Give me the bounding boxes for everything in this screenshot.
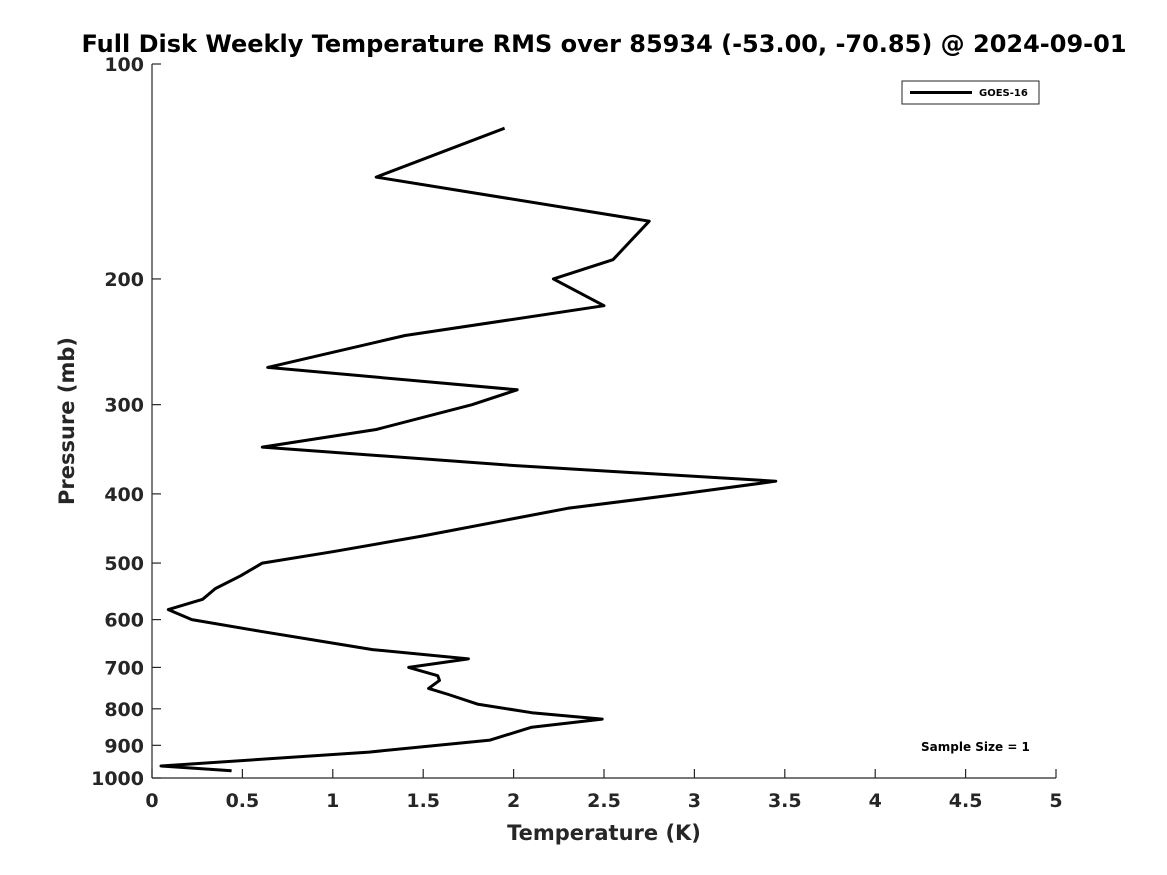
legend: GOES-16: [901, 80, 1040, 105]
y-tick-label: 700: [104, 657, 144, 679]
series-layer: [159, 126, 778, 773]
x-tick-label: 5: [1049, 790, 1062, 812]
y-tick-label: 500: [104, 553, 144, 575]
y-tick-label: 600: [104, 610, 144, 632]
y-axis-label: Pressure (mb): [55, 337, 79, 505]
plot-area: [151, 64, 1056, 779]
x-tick-label: 2: [507, 790, 520, 812]
x-tick-label: 4.5: [949, 790, 983, 812]
y-tick-label: 200: [104, 269, 144, 291]
y-tick-label: 1000: [91, 768, 144, 790]
y-tick-label: 400: [104, 484, 144, 506]
y-ticks: 100 200 300 400 500 600 700 800 900 1000: [91, 54, 161, 790]
x-axis-label: Temperature (K): [507, 821, 701, 845]
chart-title: Full Disk Weekly Temperature RMS over 85…: [81, 30, 1126, 58]
x-tick-label: 0.5: [226, 790, 260, 812]
x-tick-label: 2.5: [587, 790, 621, 812]
y-tick-label: 300: [104, 395, 144, 417]
y-tick-label: 800: [104, 699, 144, 721]
y-tick-label: 900: [104, 735, 144, 757]
legend-entry-goes-16: GOES-16: [979, 88, 1028, 99]
x-tick-label: 4: [869, 790, 882, 812]
x-ticks: 0 0.5 1 1.5 2 2.5 3 3.5 4 4.5 5: [145, 769, 1063, 812]
series-line-goes-16: [159, 126, 778, 773]
x-tick-label: 0: [145, 790, 158, 812]
y-tick-label: 100: [104, 54, 144, 76]
x-tick-label: 3: [688, 790, 701, 812]
sample-size-annotation: Sample Size = 1: [921, 740, 1030, 754]
x-tick-label: 1: [326, 790, 339, 812]
x-tick-label: 1.5: [406, 790, 440, 812]
x-tick-label: 3.5: [768, 790, 802, 812]
